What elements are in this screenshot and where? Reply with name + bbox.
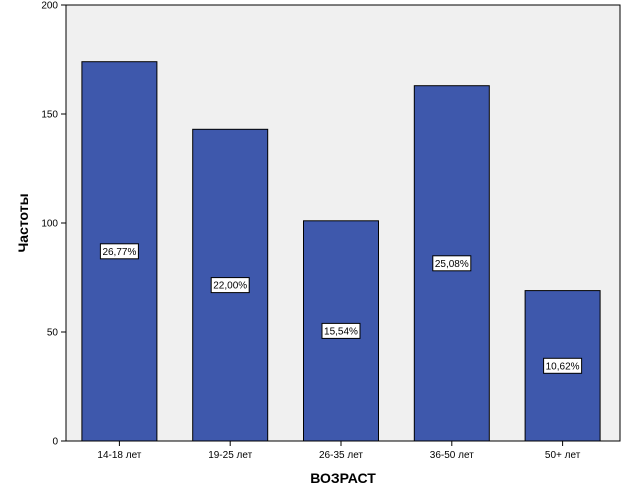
data-label-text: 10,62% [546, 361, 580, 372]
data-label-box [210, 277, 250, 294]
y-axis: 0 50 100 150 200 [41, 1, 66, 448]
data-label-box [321, 322, 361, 339]
x-tick-label: 19-25 лет [208, 450, 252, 461]
data-label-text: 22,00% [213, 281, 247, 292]
data-label-box [432, 255, 472, 272]
data-label-text: 26,77% [102, 247, 136, 258]
x-tick-label: 36-50 лет [430, 450, 474, 461]
x-tick-label: 26-35 лет [319, 450, 363, 461]
data-labels: 26,77% 22,00% 15,54% 25,08% 10,62% [99, 243, 583, 374]
y-tick-label: 100 [41, 219, 58, 230]
y-tick-label: 0 [52, 437, 58, 448]
data-label-text: 15,54% [324, 326, 358, 337]
x-tick-label: 14-18 лет [97, 450, 141, 461]
y-tick-label: 50 [47, 328, 59, 339]
data-label-4: 25,08% [432, 255, 472, 272]
x-axis: 14-18 лет 19-25 лет 26-35 лет 36-50 лет 50+ … [97, 441, 581, 461]
data-label-box [99, 243, 139, 260]
data-label-2: 22,00% [210, 277, 250, 294]
y-tick-label: 150 [41, 110, 58, 121]
data-label-box [543, 357, 583, 374]
data-label-3: 15,54% [321, 322, 361, 339]
data-label-text: 25,08% [435, 259, 469, 270]
data-label-5: 10,62% [543, 357, 583, 374]
y-axis-title: Частоты [15, 193, 31, 252]
y-tick-label: 200 [41, 1, 58, 12]
x-tick-label: 50+ лет [545, 450, 581, 461]
data-label-1: 26,77% [99, 243, 139, 260]
x-axis-title: ВОЗРАСТ [310, 470, 376, 486]
